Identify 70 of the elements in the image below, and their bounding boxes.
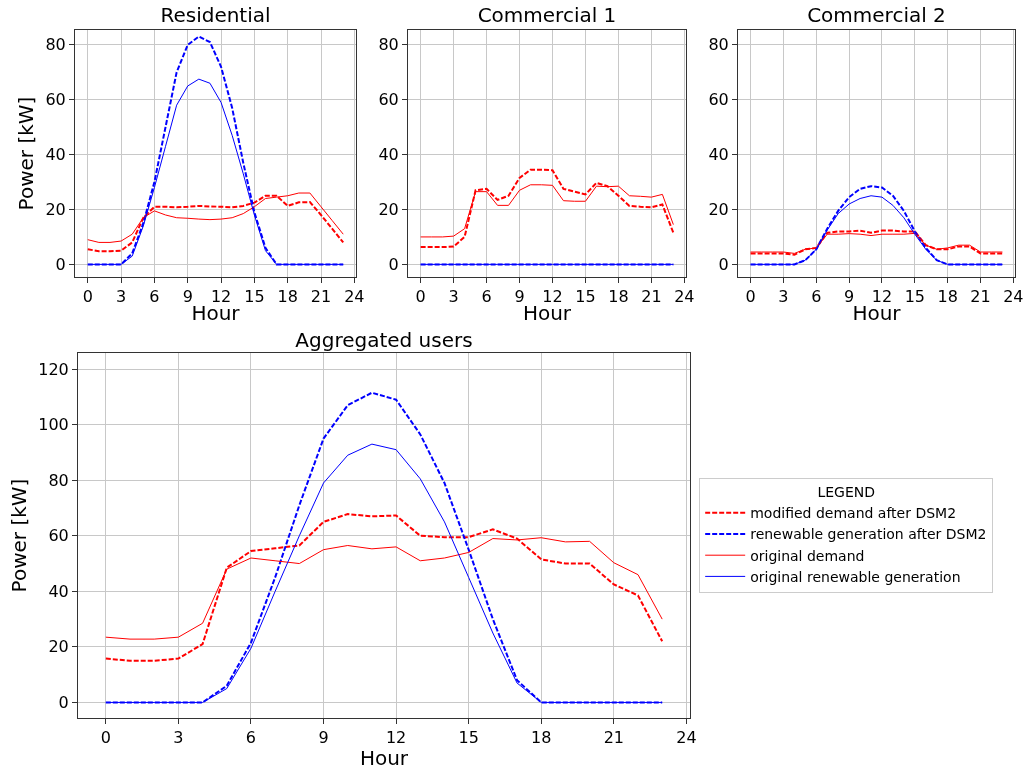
x-tick-label: 9 xyxy=(182,287,193,307)
x-tick-label: 24 xyxy=(674,287,695,307)
x-tick-label: 0 xyxy=(745,287,756,307)
x-tick-label: 15 xyxy=(244,287,265,307)
y-tick-label: 80 xyxy=(45,35,66,55)
x-tick-label: 9 xyxy=(318,728,329,748)
chart-title: Commercial 1 xyxy=(477,3,617,27)
y-tick-label: 0 xyxy=(55,254,66,274)
x-tick-label: 6 xyxy=(245,728,257,748)
y-tick-label: 0 xyxy=(718,254,729,274)
x-tick-label: 24 xyxy=(676,728,697,748)
y-tick-label: 0 xyxy=(58,693,69,713)
y-tick-label: 120 xyxy=(38,359,69,379)
x-tick-label: 9 xyxy=(844,287,855,307)
y-tick-label: 100 xyxy=(38,415,69,435)
line-series xyxy=(104,513,664,662)
x-tick-label: 3 xyxy=(116,287,127,307)
x-tick-label: 3 xyxy=(173,728,184,748)
y-tick-label: 0 xyxy=(388,254,399,274)
legend-label: original renewable generation xyxy=(750,568,961,585)
y-tick-label: 40 xyxy=(48,581,69,601)
x-tick-label: 3 xyxy=(448,287,459,307)
x-tick-label: 6 xyxy=(149,287,160,307)
x-tick-label: 18 xyxy=(937,287,958,307)
x-tick-label: 6 xyxy=(811,287,822,307)
x-tick-label: 15 xyxy=(458,728,479,748)
y-tick-label: 80 xyxy=(708,35,729,55)
x-tick-label: 18 xyxy=(531,728,552,748)
x-axis-title: Hour xyxy=(359,746,409,770)
x-tick-label: 21 xyxy=(641,287,662,307)
x-tick-label: 21 xyxy=(603,728,624,748)
y-tick-label: 20 xyxy=(708,200,729,220)
x-tick-label: 0 xyxy=(415,287,426,307)
chart-title: Residential xyxy=(160,3,271,27)
x-tick-label: 15 xyxy=(904,287,925,307)
x-tick-label: 6 xyxy=(481,287,492,307)
legend-label: renewable generation after DSM2 xyxy=(750,526,987,543)
x-tick-label: 21 xyxy=(310,287,332,307)
x-tick-label: 3 xyxy=(778,287,789,307)
y-tick-label: 20 xyxy=(378,200,399,220)
y-tick-label: 60 xyxy=(708,90,729,110)
x-tick-label: 21 xyxy=(970,287,991,307)
y-tick-label: 80 xyxy=(48,470,69,490)
y-tick-label: 20 xyxy=(48,637,69,657)
y-axis-title: Power [kW] xyxy=(6,478,31,593)
legend-label: modified demand after DSM2 xyxy=(750,505,957,522)
y-tick-label: 60 xyxy=(378,90,399,110)
y-tick-label: 40 xyxy=(45,145,66,165)
line-series xyxy=(419,168,675,249)
y-tick-label: 80 xyxy=(378,35,399,55)
legend-label: original demand xyxy=(750,547,865,564)
x-tick-label: 24 xyxy=(1003,287,1024,307)
x-tick-label: 15 xyxy=(575,287,596,307)
x-tick-label: 24 xyxy=(344,287,365,307)
x-tick-label: 12 xyxy=(385,728,407,748)
legend-title: LEGEND xyxy=(817,484,875,501)
y-tick-label: 60 xyxy=(48,526,69,546)
line-series xyxy=(86,194,345,253)
x-tick-label: 0 xyxy=(100,728,111,748)
y-tick-label: 60 xyxy=(45,90,66,110)
x-tick-label: 0 xyxy=(82,287,93,307)
x-tick-label: 9 xyxy=(514,287,525,307)
x-tick-label: 18 xyxy=(608,287,629,307)
chart-title: Commercial 2 xyxy=(807,3,946,27)
y-tick-label: 40 xyxy=(708,145,729,165)
y-tick-label: 40 xyxy=(378,145,399,165)
x-tick-label: 18 xyxy=(277,287,298,307)
y-axis-title: Power [kW] xyxy=(13,96,38,211)
y-tick-label: 20 xyxy=(45,200,66,220)
chart-title: Aggregated users xyxy=(295,328,473,352)
